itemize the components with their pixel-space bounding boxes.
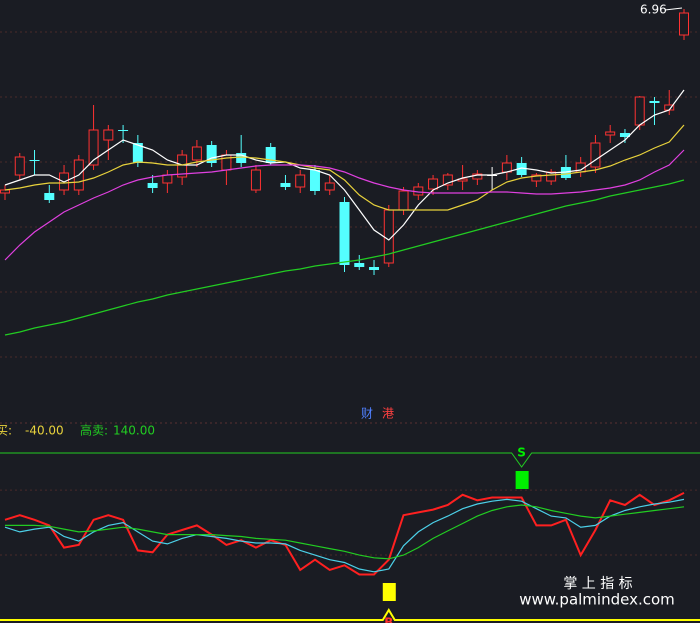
line-series <box>4 498 685 573</box>
candle-body <box>118 130 129 131</box>
candle-body <box>339 202 350 265</box>
candle-body <box>191 146 202 161</box>
brand: 掌 上 指 标 <box>563 576 632 592</box>
candle-body <box>88 129 99 166</box>
candle-body <box>132 143 143 163</box>
buy-level: -40.00 <box>25 424 64 438</box>
line-series <box>4 492 685 576</box>
url: www.palmindex.com <box>519 591 675 609</box>
candle-body <box>44 193 55 200</box>
candle-body <box>428 178 439 190</box>
candle-body <box>103 129 114 141</box>
candle-body <box>590 142 601 168</box>
candle-body <box>29 160 40 161</box>
candle-body <box>250 169 261 191</box>
candle-body <box>147 183 158 188</box>
line-series <box>5 504 685 560</box>
candle-body <box>14 156 25 176</box>
candle-body <box>236 153 247 163</box>
buy-label: 买: <box>0 424 12 438</box>
watermark: 港 <box>382 407 394 421</box>
candle-body <box>605 131 616 136</box>
candle-body <box>679 12 689 36</box>
line-series <box>4 89 685 241</box>
candle-body <box>354 263 365 267</box>
candle-body <box>162 174 173 184</box>
candle-body <box>177 154 188 178</box>
candle-body <box>516 163 527 175</box>
signal-label: S <box>517 446 526 460</box>
watermark: 财 <box>361 407 373 421</box>
candle-body <box>398 190 409 211</box>
line-series <box>4 149 685 261</box>
candle-body <box>649 101 660 103</box>
signal-label: B <box>384 616 393 623</box>
line-series <box>4 179 685 336</box>
buy-line <box>0 608 700 621</box>
candle-body <box>265 147 276 163</box>
candle-body <box>634 96 645 126</box>
high-label: 6.96 <box>640 3 667 17</box>
candle-body <box>280 183 291 187</box>
candle-body <box>0 189 10 194</box>
candle-body <box>324 182 335 191</box>
candle-body <box>206 145 217 163</box>
high-pointer <box>664 7 683 11</box>
candle-body <box>546 171 557 182</box>
candle-body <box>442 174 453 186</box>
sell-label: 高卖: <box>80 423 108 438</box>
sell-line <box>0 452 700 468</box>
sell-level: 140.00 <box>113 424 155 438</box>
candle-body <box>619 133 630 137</box>
candle-body <box>295 174 306 188</box>
candle-body <box>309 170 320 191</box>
line-series <box>4 124 685 211</box>
candle-body <box>531 174 542 182</box>
signal-box <box>515 471 529 489</box>
candle-body <box>369 267 380 270</box>
signal-box <box>382 583 396 601</box>
